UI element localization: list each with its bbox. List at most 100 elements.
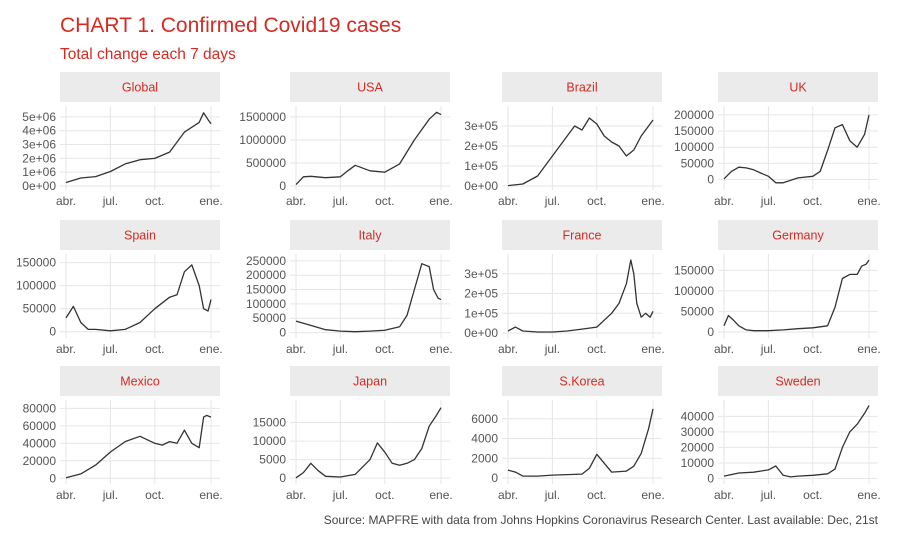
x-tick-global: ene.: [199, 194, 222, 208]
x-tick-japan: abr.: [286, 488, 306, 502]
x-tick-global: jul.: [102, 194, 118, 208]
y-tick-brazil: 1e+05: [464, 159, 498, 173]
y-tick-germany: 150000: [674, 263, 714, 277]
y-tick-s-korea: 4000: [471, 432, 498, 446]
y-tick-global: 0e+00: [22, 179, 56, 193]
y-tick-italy: 150000: [246, 283, 286, 297]
x-tick-brazil: oct.: [587, 194, 606, 208]
series-line-usa: [295, 111, 442, 186]
panel-strip-s-korea: [502, 366, 662, 396]
panel-strip-usa: [290, 72, 450, 102]
chart-subtitle: Total change each 7 days: [60, 46, 236, 63]
series-line-mexico: [65, 414, 212, 479]
panel-title-japan: Japan: [353, 375, 387, 389]
y-tick-uk: 150000: [674, 124, 714, 138]
series-line-italy: [295, 263, 442, 333]
y-tick-italy: 50000: [253, 311, 287, 325]
x-tick-mexico: abr.: [56, 488, 76, 502]
x-tick-s-korea: abr.: [498, 488, 518, 502]
y-tick-sweden: 40000: [681, 409, 715, 423]
x-tick-usa: oct.: [375, 194, 394, 208]
x-tick-france: ene.: [641, 342, 664, 356]
y-tick-italy: 250000: [246, 254, 286, 268]
y-tick-germany: 0: [707, 325, 714, 339]
y-tick-mexico: 40000: [23, 436, 57, 450]
x-tick-italy: oct.: [375, 342, 394, 356]
series-line-germany: [723, 259, 870, 332]
panel-title-mexico: Mexico: [120, 375, 160, 389]
chart-title: CHART 1. Confirmed Covid19 cases: [60, 14, 402, 37]
y-tick-italy: 100000: [246, 297, 286, 311]
series-line-uk: [723, 114, 870, 184]
x-tick-s-korea: jul.: [544, 488, 560, 502]
y-tick-sweden: 0: [707, 471, 714, 485]
panel-strip-italy: [290, 220, 450, 250]
panel-title-brazil: Brazil: [566, 81, 597, 95]
y-tick-sweden: 10000: [681, 456, 715, 470]
y-tick-mexico: 20000: [23, 454, 57, 468]
panel-strip-france: [502, 220, 662, 250]
x-tick-usa: abr.: [286, 194, 306, 208]
y-tick-sweden: 30000: [681, 425, 715, 439]
y-tick-france: 0e+00: [464, 326, 498, 340]
x-tick-japan: oct.: [375, 488, 394, 502]
x-tick-sweden: oct.: [803, 488, 822, 502]
x-tick-france: abr.: [498, 342, 518, 356]
y-tick-spain: 100000: [16, 279, 56, 293]
y-tick-mexico: 80000: [23, 401, 57, 415]
x-tick-italy: jul.: [332, 342, 348, 356]
y-tick-japan: 5000: [259, 453, 286, 467]
y-tick-spain: 50000: [23, 302, 57, 316]
series-line-global: [65, 112, 212, 184]
y-tick-brazil: 2e+05: [464, 139, 498, 153]
y-tick-uk: 0: [707, 173, 714, 187]
y-tick-uk: 50000: [681, 156, 715, 170]
x-tick-sweden: ene.: [857, 488, 880, 502]
x-tick-uk: oct.: [803, 194, 822, 208]
y-tick-global: 2e+06: [22, 151, 56, 165]
panel-title-italy: Italy: [359, 229, 383, 243]
x-tick-brazil: abr.: [498, 194, 518, 208]
y-tick-sweden: 20000: [681, 440, 715, 454]
y-tick-mexico: 0: [49, 471, 56, 485]
x-tick-germany: abr.: [714, 342, 734, 356]
x-tick-mexico: jul.: [102, 488, 118, 502]
y-tick-japan: 0: [279, 471, 286, 485]
y-tick-germany: 100000: [674, 284, 714, 298]
y-tick-japan: 10000: [253, 434, 287, 448]
y-tick-uk: 100000: [674, 140, 714, 154]
series-line-s-korea: [507, 408, 654, 477]
y-tick-usa: 0: [279, 179, 286, 193]
panel-strip-germany: [718, 220, 878, 250]
x-tick-germany: ene.: [857, 342, 880, 356]
panel-title-uk: UK: [789, 81, 807, 95]
x-tick-spain: ene.: [199, 342, 222, 356]
x-tick-global: oct.: [145, 194, 164, 208]
y-tick-italy: 0: [279, 326, 286, 340]
x-tick-sweden: jul.: [760, 488, 776, 502]
x-tick-uk: ene.: [857, 194, 880, 208]
y-tick-brazil: 3e+05: [464, 119, 498, 133]
series-line-spain: [65, 264, 212, 332]
y-tick-global: 4e+06: [22, 124, 56, 138]
x-tick-uk: jul.: [760, 194, 776, 208]
panel-title-global: Global: [122, 81, 158, 95]
y-tick-global: 5e+06: [22, 110, 56, 124]
panel-strip-mexico: [60, 366, 220, 396]
x-tick-s-korea: oct.: [587, 488, 606, 502]
x-tick-spain: abr.: [56, 342, 76, 356]
y-tick-brazil: 0e+00: [464, 179, 498, 193]
y-tick-spain: 0: [49, 325, 56, 339]
series-line-brazil: [507, 117, 654, 187]
panel-strip-global: [60, 72, 220, 102]
panel-title-sweden: Sweden: [775, 375, 820, 389]
x-tick-mexico: oct.: [145, 488, 164, 502]
source-note: Source: MAPFRE with data from Johns Hopk…: [323, 513, 878, 527]
y-tick-usa: 1500000: [239, 110, 286, 124]
y-tick-france: 1e+05: [464, 306, 498, 320]
y-tick-s-korea: 6000: [471, 412, 498, 426]
y-tick-italy: 200000: [246, 268, 286, 282]
panel-strip-sweden: [718, 366, 878, 396]
y-tick-spain: 150000: [16, 256, 56, 270]
x-tick-germany: jul.: [760, 342, 776, 356]
